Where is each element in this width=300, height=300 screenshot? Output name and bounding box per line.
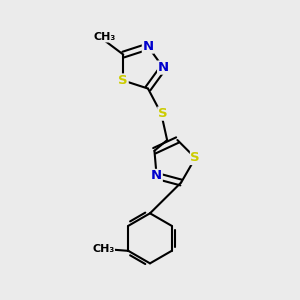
- Text: S: S: [118, 74, 128, 87]
- Text: CH₃: CH₃: [92, 244, 114, 254]
- Text: CH₃: CH₃: [93, 32, 115, 42]
- Text: N: N: [142, 40, 154, 53]
- Text: S: S: [190, 152, 200, 164]
- Text: N: N: [158, 61, 169, 74]
- Text: S: S: [158, 107, 167, 120]
- Text: N: N: [151, 169, 162, 182]
